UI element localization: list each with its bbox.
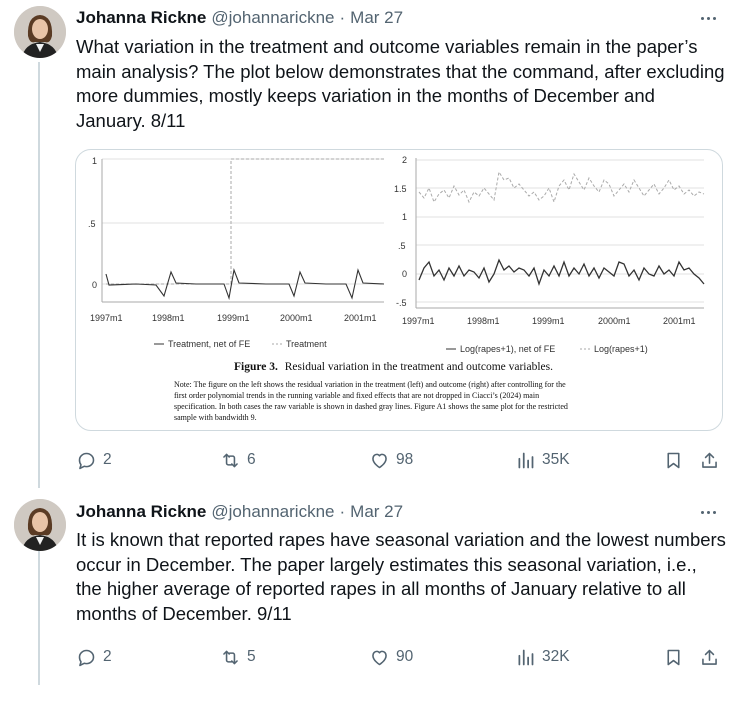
repost-button[interactable]: 6 — [220, 448, 256, 472]
figure-note-line: Note: The figure on the left shows the r… — [174, 380, 566, 389]
left-chart: 1 .5 0 1997m1 1998m1 1999m1 2000m1 2001m… — [88, 156, 385, 349]
y-tick-label: 0 — [92, 280, 97, 290]
outcome-net-line — [418, 258, 705, 287]
author-handle[interactable]: @johannarickne — [211, 502, 335, 521]
like-icon — [372, 650, 387, 665]
repost-count: 6 — [247, 451, 256, 468]
views-button[interactable]: 35K — [515, 448, 570, 472]
like-button[interactable]: 98 — [369, 448, 413, 472]
bookmark-button[interactable] — [663, 645, 684, 669]
more-icon[interactable] — [696, 8, 720, 28]
legend-label: Treatment, net of FE — [168, 339, 250, 349]
tweet-text: It is known that reported rapes have sea… — [76, 529, 726, 624]
x-tick-label: 1997m1 — [402, 316, 435, 326]
share-button[interactable] — [699, 448, 720, 472]
reply-icon — [78, 452, 95, 469]
bookmark-icon — [667, 452, 680, 468]
tweet-actions: 2 6 98 35K — [76, 448, 726, 472]
repost-button[interactable]: 5 — [220, 645, 256, 669]
views-icon — [518, 452, 534, 468]
y-tick-label: 1.5 — [394, 184, 407, 194]
reply-button[interactable]: 2 — [76, 645, 112, 669]
share-icon — [702, 649, 717, 665]
legend-label: Treatment — [286, 339, 327, 349]
views-count: 35K — [542, 451, 570, 468]
y-tick-label: .5 — [398, 241, 406, 251]
y-tick-label: -.5 — [396, 298, 407, 308]
share-icon — [702, 452, 717, 468]
avatar[interactable] — [14, 499, 66, 551]
legend-label: Log(rapes+1), net of FE — [460, 344, 555, 354]
tweet[interactable]: Johanna Rickne @johannarickne · Mar 27 W… — [0, 0, 742, 488]
tweet-header: Johanna Rickne @johannarickne · Mar 27 — [76, 6, 403, 30]
repost-count: 5 — [247, 648, 256, 665]
reply-count: 2 — [103, 451, 112, 468]
y-tick-label: 2 — [402, 155, 407, 165]
thread-line — [38, 551, 40, 685]
avatar-image — [14, 499, 66, 551]
views-icon — [518, 649, 534, 665]
tweet[interactable]: Johanna Rickne @johannarickne · Mar 27 I… — [0, 488, 742, 711]
avatar[interactable] — [14, 6, 66, 58]
tweet-text: What variation in the treatment and outc… — [76, 36, 725, 131]
author-name[interactable]: Johanna Rickne — [76, 502, 207, 521]
x-tick-label: 2001m1 — [663, 316, 696, 326]
x-tick-label: 2000m1 — [280, 313, 313, 323]
x-tick-label: 1998m1 — [152, 313, 185, 323]
tweet-date[interactable]: Mar 27 — [350, 502, 404, 521]
like-button[interactable]: 90 — [369, 645, 413, 669]
views-count: 32K — [542, 648, 570, 665]
treatment-raw-line — [106, 158, 384, 285]
legend-label: Log(rapes+1) — [594, 344, 648, 354]
figure-caption: Figure 3. Residual variation in the trea… — [234, 361, 553, 373]
separator-dot: · — [339, 502, 346, 521]
figure-note-line: specification. In both cases the raw var… — [174, 402, 568, 411]
tweet-header: Johanna Rickne @johannarickne · Mar 27 — [76, 500, 403, 524]
like-count: 98 — [396, 451, 414, 468]
reply-count: 2 — [103, 648, 112, 665]
right-chart: 2 1.5 1 .5 0 -.5 1997m1 1998m1 1999m1 20… — [394, 155, 705, 354]
author-handle[interactable]: @johannarickne — [211, 8, 335, 27]
repost-icon — [223, 453, 238, 467]
y-tick-label: 1 — [402, 212, 407, 222]
figure-note-line: first order polynomial trends in the run… — [174, 391, 539, 400]
outcome-raw-line — [418, 170, 705, 204]
figure: 1 .5 0 1997m1 1998m1 1999m1 2000m1 2001m… — [88, 155, 705, 422]
tweet-date[interactable]: Mar 27 — [350, 8, 404, 27]
more-icon[interactable] — [696, 502, 720, 522]
bookmark-button[interactable] — [663, 448, 684, 472]
y-tick-label: .5 — [88, 219, 96, 229]
figure-caption-text: Residual variation in the treatment and … — [285, 361, 553, 373]
share-button[interactable] — [699, 645, 720, 669]
x-tick-label: 2001m1 — [344, 313, 377, 323]
figure-note-line: sample with bandwidth 9. — [174, 413, 257, 422]
y-tick-label: 0 — [402, 269, 407, 279]
x-tick-label: 2000m1 — [598, 316, 631, 326]
tweet-actions: 2 5 90 32K — [76, 645, 726, 669]
x-tick-label: 1999m1 — [217, 313, 250, 323]
x-tick-label: 1999m1 — [532, 316, 565, 326]
like-icon — [372, 453, 387, 468]
x-tick-label: 1997m1 — [90, 313, 123, 323]
reply-button[interactable]: 2 — [76, 448, 112, 472]
x-tick-label: 1998m1 — [467, 316, 500, 326]
tweet-image[interactable]: 1 .5 0 1997m1 1998m1 1999m1 2000m1 2001m… — [75, 149, 723, 431]
like-count: 90 — [396, 648, 414, 665]
y-tick-label: 1 — [92, 156, 97, 166]
thread-line — [38, 62, 40, 488]
figure-caption-bold: Figure 3. — [234, 361, 278, 373]
views-button[interactable]: 32K — [515, 645, 570, 669]
avatar-image — [14, 6, 66, 58]
reply-icon — [78, 649, 95, 666]
treatment-net-line — [105, 267, 385, 301]
repost-icon — [223, 650, 238, 664]
bookmark-icon — [667, 649, 680, 665]
separator-dot: · — [339, 8, 346, 27]
author-name[interactable]: Johanna Rickne — [76, 8, 207, 27]
